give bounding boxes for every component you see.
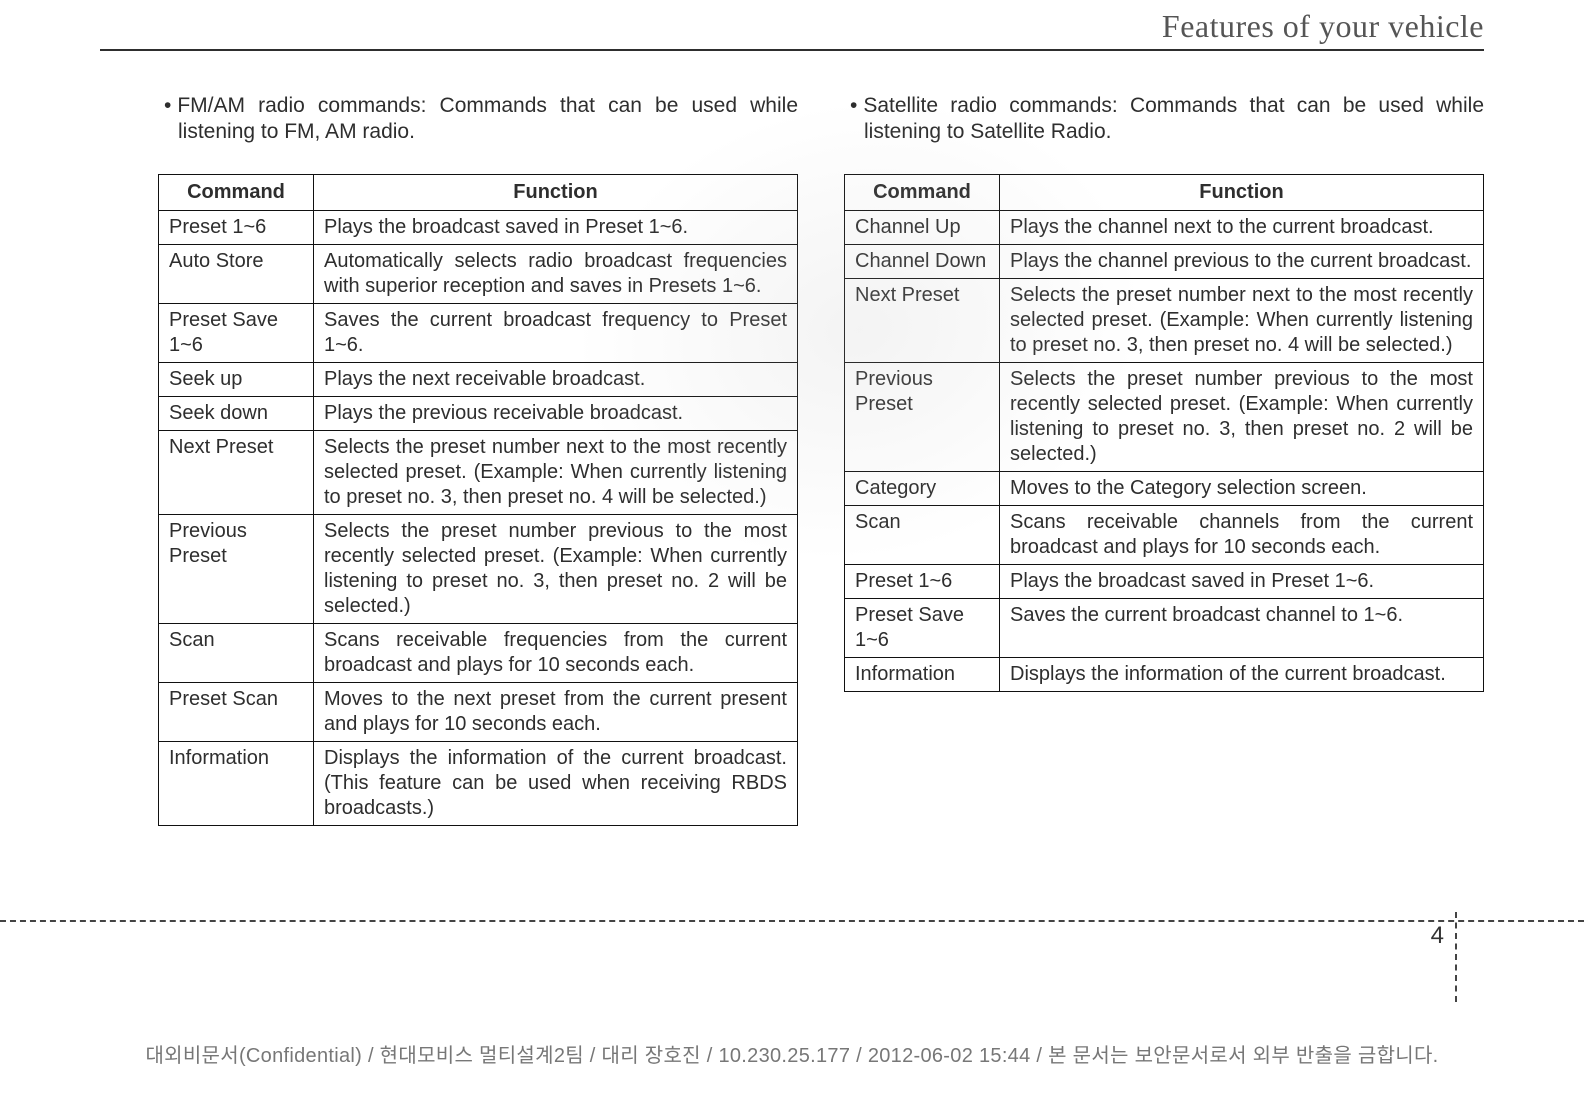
confidential-footer: 대외비문서(Confidential) / 현대모비스 멀티설계2팀 / 대리 … <box>0 1039 1584 1068</box>
page-number: 57 <box>0 0 1492 950</box>
page: Features of your vehicle •FM/AM radio co… <box>0 0 1584 1096</box>
